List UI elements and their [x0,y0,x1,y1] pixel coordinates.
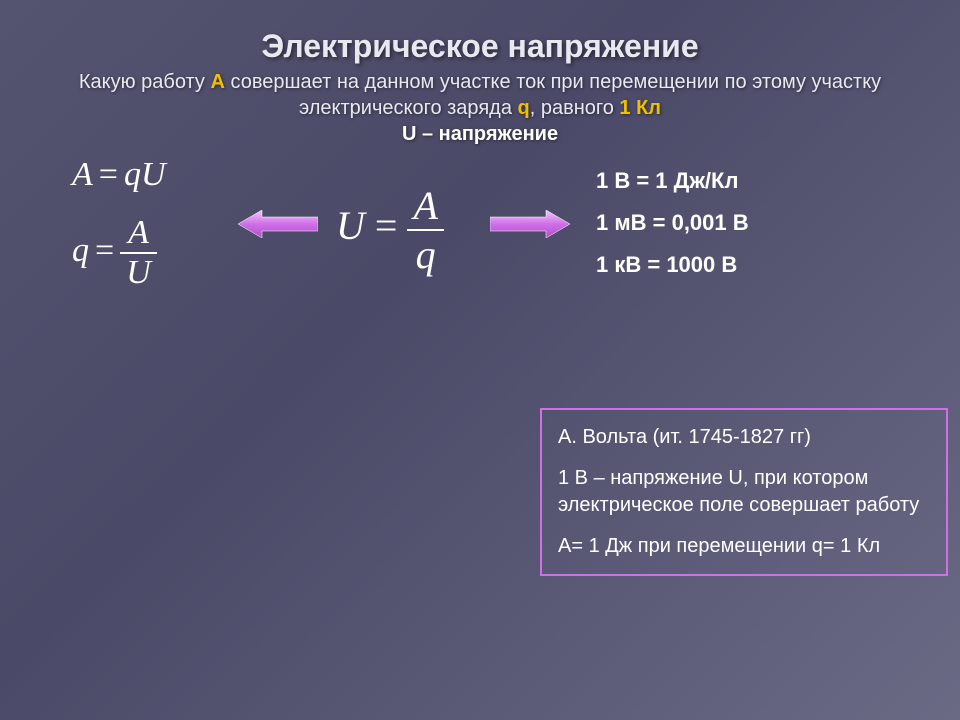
subtitle-highlight-q: q [518,97,530,119]
slide-title: Электрическое напряжение [0,0,960,65]
slide-subtitle: Какую работу А совершает на данном участ… [0,65,960,121]
subtitle-text-1: Какую работу [79,71,211,93]
subtitle-highlight-A: А [210,71,224,93]
equals-sign-2: = [89,232,120,269]
equals-sign: = [93,156,124,193]
subtitle-highlight-1kl: 1 Кл [619,97,661,119]
unit-line-1: 1 В = 1 Дж/Кл [596,160,749,202]
unit-line-3: 1 кВ = 1000 В [596,244,749,286]
numerator-A: A [120,214,157,254]
caption-U: U – напряжение [0,123,960,146]
arrow-right-icon [490,210,570,238]
info-box: А. Вольта (ит. 1745-1827 гг) 1 В – напря… [540,408,948,576]
lhs-q: q [72,232,89,269]
subtitle-text-3: , равного [530,97,620,119]
fraction-A-over-U: AU [120,214,157,292]
arrow-left-icon [238,210,318,238]
units-block: 1 В = 1 Дж/Кл 1 мВ = 0,001 В 1 кВ = 1000… [596,160,749,285]
equals-sign-3: = [365,203,408,248]
info-p1: А. Вольта (ит. 1745-1827 гг) [558,424,930,451]
denominator-q: q [407,231,443,278]
formula-area: A=qU q=AU U=Aq 1 В = 1 Дж/Кл 1 мВ = 0 [0,150,960,350]
unit-line-2: 1 мВ = 0,001 В [596,202,749,244]
denominator-U: U [120,254,157,292]
lhs-A: A [72,156,93,193]
info-p3: А= 1 Дж при перемещении q= 1 Кл [558,533,930,560]
fraction-A-over-q: Aq [407,182,443,278]
formula-U-eq-A-over-q: U=Aq [336,182,444,278]
rhs-qU: qU [124,156,166,193]
info-p2: 1 В – напряжение U, при котором электрич… [558,465,930,519]
formula-q-eq-A-over-U: q=AU [72,214,157,292]
formula-A-eq-qU: A=qU [72,156,166,194]
numerator-A2: A [407,182,443,231]
lhs-U: U [336,203,365,248]
